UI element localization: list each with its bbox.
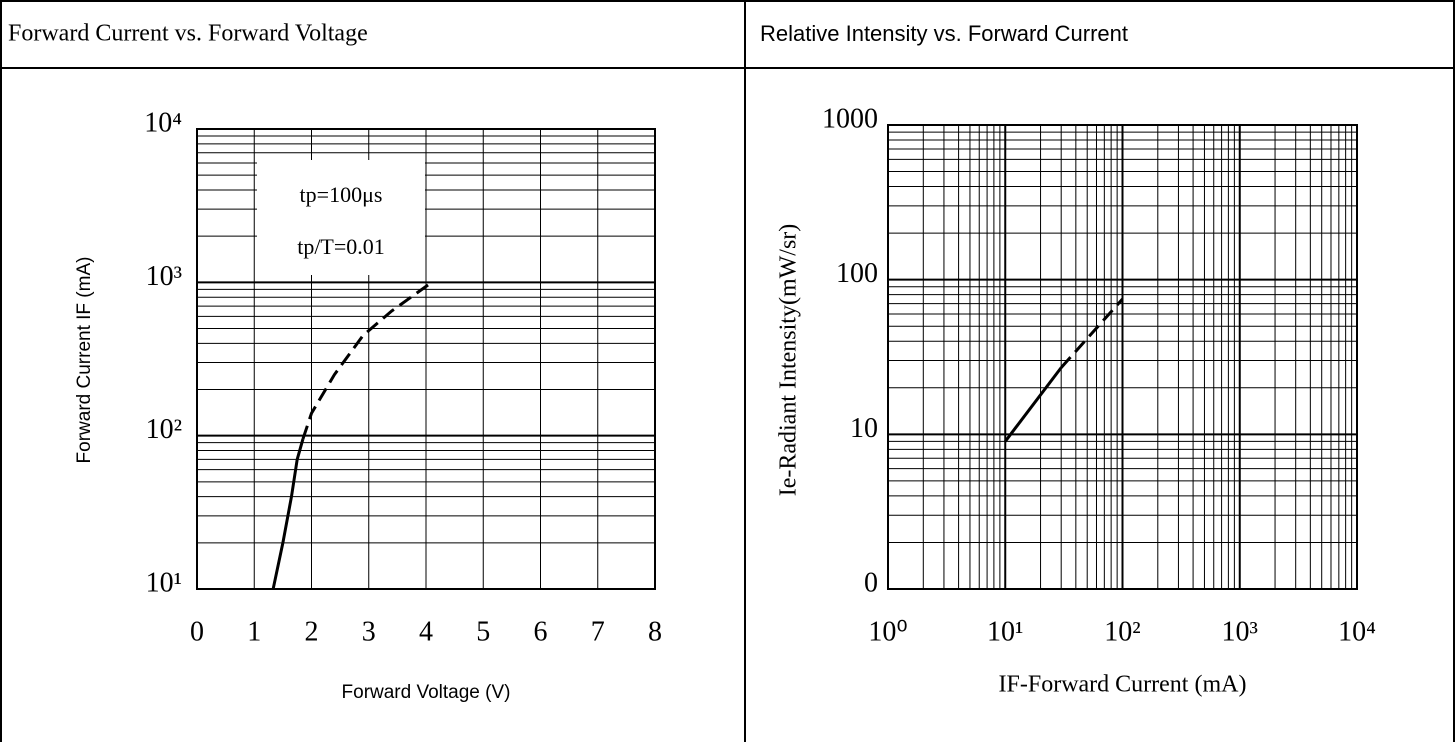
x-tick-label: 10⁰: [868, 616, 907, 647]
y-tick-label: 10³: [146, 261, 182, 292]
chart-title: Relative Intensity vs. Forward Current: [760, 21, 1128, 46]
plot-frame: [196, 128, 656, 590]
x-tick-label: 10⁴: [1338, 616, 1376, 647]
x-axis-label: Forward Voltage (V): [342, 682, 511, 703]
annotation-box: [257, 160, 425, 275]
x-tick-label: 1: [247, 616, 261, 647]
x-tick-label: 6: [534, 616, 548, 647]
x-tick-label: 5: [476, 616, 490, 647]
y-axis-label: Ie-Radiant Intensity(mW/sr): [776, 224, 802, 497]
y-tick-label: 10: [850, 413, 878, 444]
x-tick-label: 10¹: [987, 616, 1023, 647]
annotation: tp/T=0.01: [297, 234, 385, 259]
data-line: [1060, 297, 1124, 369]
x-tick-label: 4: [419, 616, 433, 647]
x-tick-label: 7: [591, 616, 605, 647]
y-tick-label: 10⁴: [144, 107, 182, 138]
plot-frame: [887, 124, 1358, 590]
x-tick-label: 10²: [1104, 616, 1140, 647]
y-tick-label: 10¹: [146, 567, 182, 598]
x-axis-label: IF-Forward Current (mA): [999, 672, 1247, 698]
annotation: tp=100μs: [300, 182, 383, 207]
x-tick-label: 0: [190, 616, 204, 647]
data-line: [1004, 366, 1063, 443]
x-tick-label: 8: [648, 616, 662, 647]
x-tick-label: 3: [362, 616, 376, 647]
y-tick-label: 0: [864, 567, 878, 598]
data-line: [301, 281, 433, 440]
chart-title: Forward Current vs. Forward Voltage: [8, 21, 368, 47]
y-axis-label: Forward Current IF (mA): [74, 257, 95, 464]
x-tick-label: 10³: [1222, 616, 1258, 647]
y-tick-label: 1000: [822, 103, 878, 134]
y-tick-label: 10²: [146, 414, 182, 445]
x-tick-label: 2: [305, 616, 319, 647]
y-tick-label: 100: [836, 258, 878, 289]
data-line: [271, 438, 305, 590]
